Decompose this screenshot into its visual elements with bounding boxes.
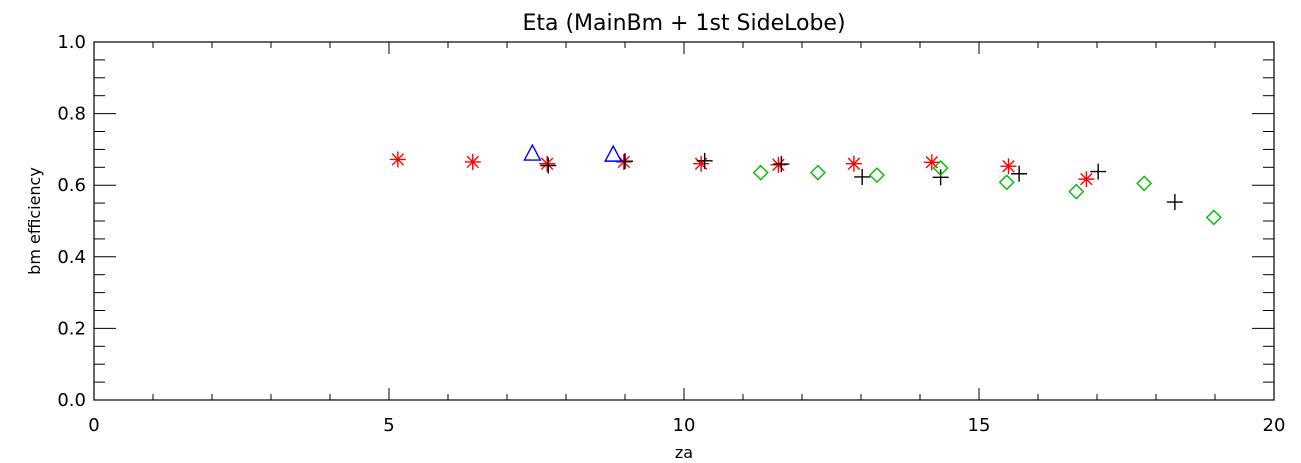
asterisk-marker bbox=[693, 155, 710, 172]
asterisk-marker bbox=[389, 151, 406, 168]
y-axis-title: bm efficiency bbox=[25, 167, 44, 275]
triangle-marker bbox=[604, 144, 623, 162]
diamond-marker bbox=[932, 160, 949, 177]
y-tick-label: 0.2 bbox=[57, 318, 86, 339]
plot-area bbox=[93, 41, 1275, 401]
plus-marker bbox=[1090, 163, 1107, 180]
x-tick-label: 20 bbox=[1263, 415, 1286, 436]
y-tick-label: 0.6 bbox=[57, 175, 86, 196]
plus-marker bbox=[696, 152, 713, 169]
x-tick-label: 0 bbox=[88, 415, 99, 436]
asterisk-marker bbox=[1000, 158, 1017, 175]
plus-marker bbox=[1011, 165, 1028, 182]
plus-marker bbox=[854, 168, 871, 185]
asterisk-marker bbox=[923, 154, 940, 171]
x-tick-label: 15 bbox=[968, 415, 991, 436]
diamond-marker bbox=[1068, 183, 1085, 200]
plus-marker bbox=[932, 169, 949, 186]
chart-title: Eta (MainBm + 1st SideLobe) bbox=[522, 11, 845, 36]
diamond-marker bbox=[1205, 209, 1222, 226]
asterisk-marker bbox=[845, 155, 862, 172]
asterisk-marker bbox=[539, 155, 556, 172]
data-markers bbox=[389, 143, 1222, 226]
plus-marker bbox=[540, 157, 557, 174]
y-tick-label: 0.4 bbox=[57, 247, 86, 268]
asterisk-marker bbox=[770, 156, 787, 173]
y-tick-label: 1.0 bbox=[57, 32, 86, 53]
asterisk-marker bbox=[464, 153, 481, 170]
plus-marker bbox=[1166, 194, 1183, 211]
diamond-marker bbox=[809, 164, 826, 181]
diamond-marker bbox=[1136, 175, 1153, 192]
y-tick-labels: 0.0 0.2 0.4 0.6 0.8 1.0 bbox=[57, 32, 86, 411]
y-tick-label: 0.0 bbox=[57, 390, 86, 411]
asterisk-marker bbox=[1078, 171, 1095, 188]
x-tick-labels: 0 5 10 15 20 bbox=[88, 415, 1285, 436]
axis-ticks bbox=[93, 41, 1275, 401]
x-tick-label: 5 bbox=[383, 415, 394, 436]
triangle-marker bbox=[523, 143, 542, 161]
y-tick-label: 0.8 bbox=[57, 104, 86, 125]
diamond-marker bbox=[752, 164, 769, 181]
x-tick-label: 10 bbox=[673, 415, 696, 436]
x-axis-title: za bbox=[675, 443, 693, 462]
diamond-marker bbox=[998, 174, 1015, 191]
diamond-marker bbox=[868, 167, 885, 184]
plus-marker bbox=[773, 156, 790, 173]
